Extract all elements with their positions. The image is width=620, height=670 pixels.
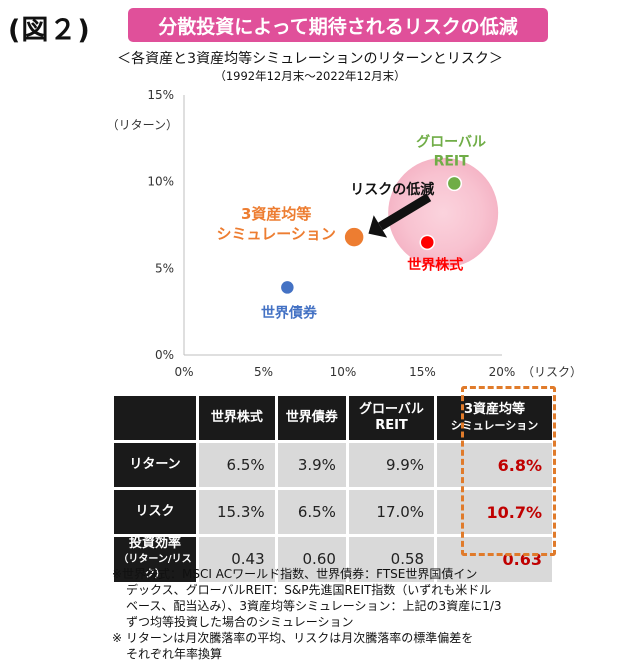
reduction-arrow-head [368, 215, 388, 238]
table-cell: 6.8% [437, 443, 552, 487]
highlight-circle [388, 157, 499, 268]
table-cell: 6.5% [277, 490, 346, 534]
note-line: それぞれ年率換算 [126, 647, 223, 661]
figure-label: (図２) [8, 15, 91, 46]
table-cell: 10.7% [437, 490, 552, 534]
table-row: リターン 6.5% 3.9% 9.9% 6.8% [114, 443, 552, 487]
note-line: ベース、配当込み）、3資産均等シミュレーション：上記の3資産に1/3 [126, 599, 502, 613]
x-tick-label: 15% [409, 365, 436, 379]
note-line: デックス、グローバルREIT：S&P先進国REIT指数（いずれも米ドル [126, 583, 492, 597]
label-3asset-sim: 3資産均等シミュレーション [217, 205, 336, 243]
col-header-global-reit: グローバル REIT [348, 396, 435, 440]
period-label: （1992年12月末〜2022年12月末） [214, 69, 406, 83]
table-cell: 9.9% [348, 443, 435, 487]
y-tick-label: 5% [155, 261, 174, 275]
row-header: リターン [114, 443, 196, 487]
note-line: ※世界株式：MSCI ACワールド指数、世界債券：FTSE世界国債イン [112, 567, 478, 581]
table-cell: 0.58 [348, 537, 435, 582]
table-cell: 15.3% [199, 490, 275, 534]
label-world-stocks: 世界株式 [407, 256, 463, 273]
x-axis-label: （リスク） [522, 365, 582, 379]
row-header: 投資効率 （リターン/リスク） [114, 536, 196, 582]
table-header-row: 世界株式 世界債券 グローバル REIT 3資産均等 シミュレーション [114, 396, 552, 440]
result-table: 世界株式 世界債券 グローバル REIT 3資産均等 シミュレーション リターン 6.… [111, 393, 555, 585]
point-world-stocks [419, 234, 436, 251]
row-header: リスク [114, 490, 196, 534]
table-corner [114, 396, 196, 440]
table-row: リスク 15.3% 6.5% 17.0% 10.7% [114, 490, 552, 534]
x-tick-label: 10% [330, 365, 357, 379]
table-cell: 0.43 [199, 537, 275, 582]
reduction-label: リスクの低減 [350, 181, 434, 198]
reduction-arrow-shaft [378, 193, 432, 231]
y-axis-label: （リターン） [107, 118, 178, 132]
table-cell: 3.9% [277, 443, 346, 487]
y-tick-label: 10% [147, 175, 174, 189]
table-cell: 0.63 [437, 537, 552, 582]
x-tick-label: 20% [489, 365, 516, 379]
note-line: ※ リターンは月次騰落率の平均、リスクは月次騰落率の標準偏差を [112, 631, 474, 645]
x-tick-label: 0% [174, 365, 193, 379]
point-3asset-sim [343, 226, 365, 248]
point-world-bonds [279, 279, 296, 296]
footnotes: ※世界株式：MSCI ACワールド指数、世界債券：FTSE世界国債イン デックス… [112, 566, 582, 662]
label-global-reit: グローバル REIT [416, 133, 486, 169]
col-header-3asset-sim: 3資産均等 シミュレーション [437, 396, 552, 440]
banner-title: 分散投資によって期待されるリスクの低減 [128, 8, 548, 42]
table-cell: 17.0% [348, 490, 435, 534]
point-global-reit [446, 175, 463, 192]
label-world-bonds: 世界債券 [261, 304, 318, 321]
col-header-world-stocks: 世界株式 [199, 396, 275, 440]
table-cell: 0.60 [277, 537, 346, 582]
x-tick-label: 5% [254, 365, 273, 379]
chart-subtitle: ＜各資産と3資産均等シミュレーションのリターンとリスク＞ [117, 51, 503, 67]
table-cell: 6.5% [199, 443, 275, 487]
note-line: ずつ均等投資した場合のシミュレーション [126, 615, 354, 629]
col-header-world-bonds: 世界債券 [277, 396, 346, 440]
risk-return-chart: 0% 5% 10% 15% 20% 0% 5% 10% 15% （リターン） （リスク） リスクの低… [107, 88, 582, 379]
table-row: 投資効率 （リターン/リスク） 0.43 0.60 0.58 0.63 [114, 536, 552, 582]
y-tick-label: 15% [147, 88, 174, 102]
y-tick-label: 0% [155, 348, 174, 362]
